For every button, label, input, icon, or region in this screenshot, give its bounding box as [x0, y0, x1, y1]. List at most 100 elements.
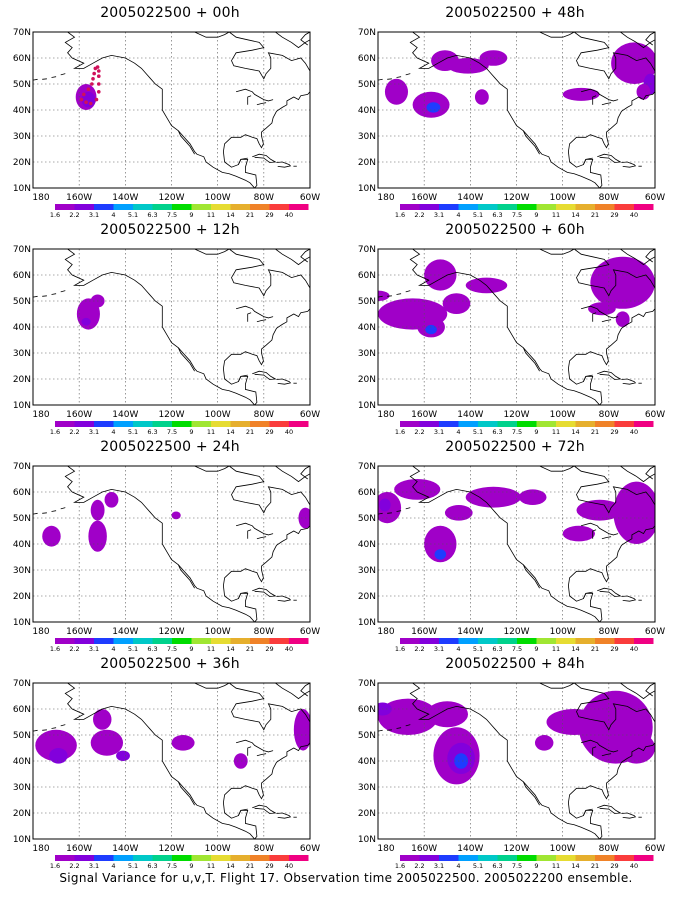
- lat-tick-label: 60N: [358, 54, 376, 64]
- colorbar-label: 4: [456, 211, 460, 219]
- colorbar-label: 5.1: [128, 211, 138, 219]
- colorbar-swatch: [269, 421, 289, 427]
- colorbar-swatch: [419, 421, 439, 427]
- lon-tick-label: 60W: [300, 193, 320, 203]
- colorbar-swatch: [614, 421, 634, 427]
- colorbar-label: 1.6: [50, 211, 60, 219]
- colorbar-label: 6.3: [147, 862, 157, 870]
- colorbar-swatch: [556, 638, 576, 644]
- lon-tick-label: 60W: [300, 410, 320, 420]
- colorbar-swatch: [595, 638, 615, 644]
- lon-tick-label: 160W: [66, 193, 92, 203]
- colorbar-swatch: [152, 855, 172, 861]
- colorbar-label: 4: [456, 428, 460, 436]
- colorbar-label: 3.1: [434, 428, 444, 436]
- lon-tick-label: 100W: [205, 193, 231, 203]
- lon-tick-label: 80W: [599, 844, 619, 854]
- lat-tick-label: 50N: [13, 80, 31, 90]
- colorbar-swatch: [575, 855, 595, 861]
- lat-tick-label: 50N: [358, 514, 376, 524]
- variance-contour: [611, 42, 655, 84]
- colorbar-swatch: [94, 638, 114, 644]
- colorbar-swatch: [497, 204, 517, 210]
- colorbar-label: 3.1: [89, 645, 99, 653]
- colorbar-label: 6.3: [147, 645, 157, 653]
- colorbar-label: 1.6: [50, 645, 60, 653]
- colorbar-label: 6.3: [492, 211, 502, 219]
- colorbar-label: 3.1: [434, 211, 444, 219]
- variance-contour: [293, 709, 310, 751]
- colorbar: 1.6 2.2 3.1 4 5.1 6.3 7.5 9 11 14 21 29 40: [395, 421, 654, 436]
- colorbar-swatch: [250, 204, 270, 210]
- lat-tick-label: 70N: [358, 462, 376, 472]
- colorbar-swatch: [614, 855, 634, 861]
- colorbar-swatch: [536, 421, 556, 427]
- variance-contour: [42, 525, 61, 547]
- variance-shading: [42, 492, 310, 552]
- colorbar-swatch: [289, 421, 309, 427]
- variance-shading: [75, 84, 97, 110]
- lon-tick-label: 60W: [300, 627, 320, 637]
- grid-lines: [33, 249, 310, 405]
- colorbar-swatch: [439, 421, 459, 427]
- colorbar-label: 9: [534, 645, 538, 653]
- colorbar-swatch: [191, 421, 211, 427]
- colorbar-swatch: [172, 204, 192, 210]
- colorbar-swatch: [113, 421, 133, 427]
- flight-track-point: [95, 65, 100, 69]
- lon-tick-label: 140W: [112, 844, 138, 854]
- coastline: [33, 466, 310, 622]
- colorbar-label: 11: [552, 862, 560, 870]
- variance-contour: [378, 698, 439, 735]
- colorbar: 1.6 2.2 3.1 4 5.1 6.3 7.5 9 11 14 21 29 40: [50, 204, 309, 219]
- lat-tick-label: 30N: [13, 566, 31, 576]
- colorbar-label: 2.2: [414, 428, 424, 436]
- colorbar-label: 11: [207, 645, 215, 653]
- colorbar-label: 21: [246, 428, 254, 436]
- lat-tick-label: 30N: [358, 783, 376, 793]
- lat-tick-label: 40N: [13, 323, 31, 333]
- colorbar-swatch: [497, 638, 517, 644]
- lon-tick-label: 80W: [254, 193, 274, 203]
- variance-contour: [613, 481, 655, 544]
- variance-shading: [378, 690, 655, 785]
- colorbar-swatch: [74, 855, 94, 861]
- colorbar-label: 2.2: [69, 428, 79, 436]
- colorbar-swatch: [614, 204, 634, 210]
- variance-contour: [444, 505, 473, 521]
- colorbar-label: 14: [226, 862, 234, 870]
- colorbar-swatch: [575, 421, 595, 427]
- colorbar-label: 21: [246, 211, 254, 219]
- map-panel-48h: 70N 60N 50N 40N 30N 20N 10N 180 160W 140W 120W 100W…: [345, 4, 685, 219]
- panel-title: 2005022500 + 24h: [100, 439, 240, 455]
- lon-tick-label: 120W: [158, 410, 184, 420]
- lon-tick-label: 160W: [411, 193, 437, 203]
- colorbar-swatch: [269, 638, 289, 644]
- lat-tick-label: 40N: [358, 757, 376, 767]
- lon-tick-label: 180: [377, 410, 394, 420]
- lat-tick-label: 10N: [358, 835, 376, 845]
- colorbar-swatch: [133, 638, 153, 644]
- colorbar-label: 29: [265, 862, 273, 870]
- flight-track-point: [86, 87, 91, 91]
- colorbar-swatch: [575, 638, 595, 644]
- variance-contour: [562, 525, 595, 542]
- variance-contour: [534, 735, 554, 751]
- colorbar-swatch: [74, 421, 94, 427]
- colorbar-label: 2.2: [414, 862, 424, 870]
- lon-tick-label: 180: [32, 627, 49, 637]
- lon-tick-label: 120W: [503, 410, 529, 420]
- lon-tick-label: 120W: [158, 627, 184, 637]
- colorbar-label: 14: [226, 645, 234, 653]
- lat-tick-label: 60N: [13, 488, 31, 498]
- lat-tick-label: 50N: [358, 731, 376, 741]
- variance-contour: [474, 89, 489, 105]
- colorbar-label: 6.3: [492, 645, 502, 653]
- colorbar-label: 6.3: [147, 428, 157, 436]
- colorbar-label: 5.1: [473, 211, 483, 219]
- colorbar-swatch: [172, 638, 192, 644]
- colorbar-label: 9: [534, 428, 538, 436]
- colorbar-swatch: [55, 638, 75, 644]
